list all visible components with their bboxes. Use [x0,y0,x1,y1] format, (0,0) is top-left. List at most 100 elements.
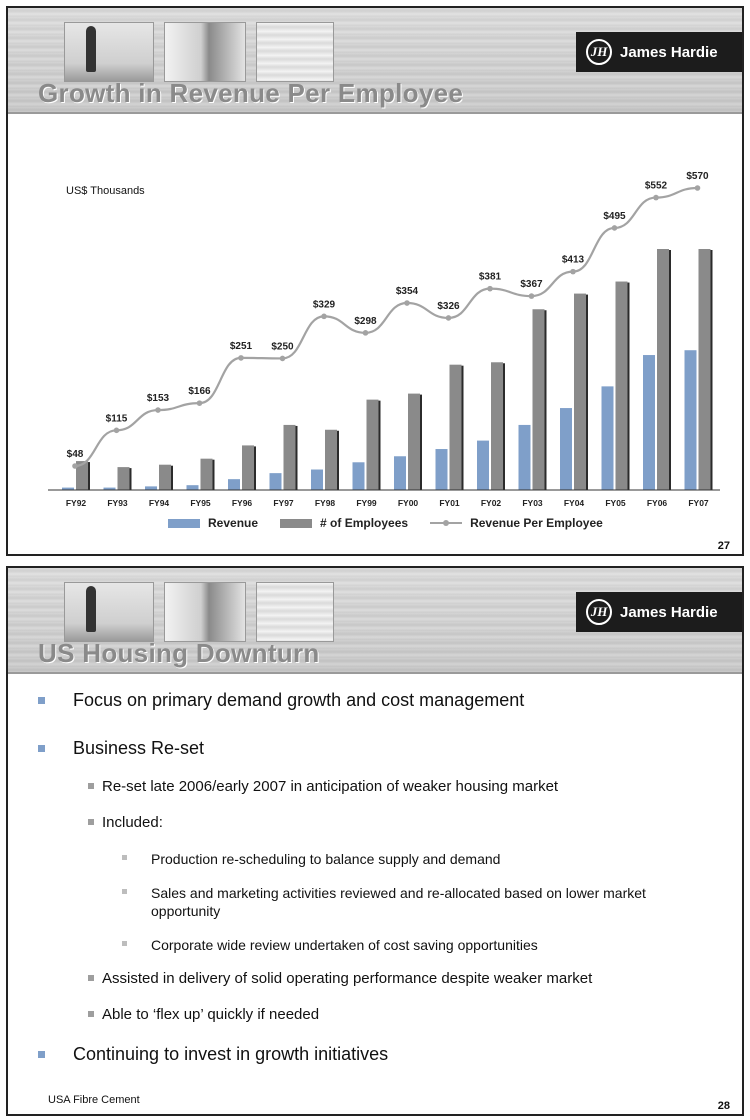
bullet-item: Continuing to invest in growth initiativ… [38,1044,388,1065]
x-tick-label: FY97 [273,498,294,508]
rpe-data-label: $298 [354,316,377,327]
header-photo-siding [256,582,334,642]
employees-bar [159,464,171,490]
revenue-bar [269,473,282,490]
rpe-line-group: $48 $115 $153 $166 $251 $250 $329 $298 $354 $326 $… [67,171,709,469]
rpe-point [653,194,659,201]
bullet-marker-icon [88,975,94,981]
bullet-marker-icon [122,855,127,860]
rpe-data-label: $495 [603,211,626,222]
bullet-marker-icon [88,1011,94,1017]
bullet-text: Continuing to invest in growth initiativ… [73,1044,389,1064]
employees-bar [491,362,503,490]
title-divider [8,672,742,674]
bullet-marker-icon [38,697,45,704]
header-photo-door [164,22,246,82]
bullet-text: Able to ‘flex up’ quickly if needed [102,1006,320,1023]
sub-bullet-item: Included: [88,814,163,831]
employees-bar [325,429,337,490]
x-tick-label: FY92 [66,498,87,508]
employees-bar-shadow [212,459,215,490]
sub-bullet-item: Assisted in delivery of solid operating … [88,970,592,987]
header-photo-siding [256,22,334,82]
rpe-point [72,463,78,469]
x-tick-label: FY07 [688,498,709,508]
revenue-bar [62,487,74,490]
revenue-bar [352,462,365,490]
employees-bar [76,461,88,490]
employees-bar-shadow [88,462,90,490]
bars-group [62,249,713,490]
slide-27: JH James Hardie Growth in Revenue Per Em… [6,6,744,556]
bullet-marker-icon [122,941,127,946]
employees-bar-shadow [171,465,173,490]
rpe-data-label: $367 [520,279,543,290]
header-banner: JH James Hardie Growth in Revenue Per Em… [8,8,742,112]
x-tick-label: FY03 [522,498,543,508]
rpe-data-label: $326 [437,301,460,312]
revenue-per-employee-chart: US$ Thousands FY92 FY93 FY94 FY95 FY96 FY97 FY… [48,171,720,508]
employees-bar-shadow [627,282,630,490]
rpe-data-label: $570 [686,171,709,182]
unit-label: US$ Thousands [66,185,145,197]
rpe-line [74,186,698,468]
rpe-data-label: $250 [271,341,294,352]
employees-bar [615,281,628,490]
rpe-data-label: $381 [479,272,502,283]
employees-bar-shadow [544,310,547,490]
employees-bar [117,467,130,490]
legend-employees-swatch [280,518,313,528]
logo-text: James Hardie [620,603,718,621]
rpe-data-label: $413 [562,255,585,266]
legend-employees-label: # of Employees [320,516,409,530]
employees-bar-shadow [461,365,464,490]
employees-bar [366,399,379,490]
rpe-point [528,293,535,299]
bullet-text: Corporate wide review undertaken of cost… [151,937,538,953]
employees-bar-shadow [378,400,381,490]
revenue-bar [145,486,157,490]
employees-bar-shadow [669,250,671,490]
employees-bar [242,445,254,490]
rpe-point [362,330,369,336]
rpe-point [155,407,161,413]
x-tick-label: FY96 [232,498,253,508]
revenue-bar [103,487,116,490]
person-silhouette [86,586,96,632]
revenue-bar [684,350,697,490]
bullet-marker-icon [88,819,94,825]
revenue-bar [228,479,240,490]
jh-logo-icon: JH [586,599,612,625]
employees-bar [200,458,213,490]
employees-bar [698,249,711,490]
revenue-bar [601,386,614,490]
legend-employees: # of Employees [280,516,408,530]
rpe-point [321,313,327,320]
rpe-data-label: $115 [106,413,128,424]
jh-logo-icon: JH [586,39,612,65]
x-tick-label: FY98 [315,498,336,508]
x-tick-label: FY00 [398,498,419,508]
legend-rpe: Revenue Per Employee [430,516,603,530]
x-tick-label: FY99 [356,498,377,508]
legend-revenue: Revenue [168,516,258,530]
employees-bar [532,309,545,490]
person-silhouette [86,26,96,72]
employees-bar [449,364,462,490]
bullet-marker-icon [88,783,94,789]
slide-title: Growth in Revenue Per Employee [38,78,464,108]
bullet-item: Business Re-set [38,738,204,759]
bullet-text: Sales and marketing activities reviewed … [151,885,646,919]
revenue-bar [186,485,199,490]
employees-bar-shadow [129,468,132,490]
bullet-text: Business Re-set [73,738,205,758]
revenue-bar [560,408,572,490]
chart-legend: Revenue # of Employees Revenue Per Emplo… [168,516,625,530]
james-hardie-logo: JH James Hardie [576,592,742,632]
page-number: 28 [717,1100,730,1112]
rpe-point [113,427,120,434]
rpe-point [196,400,203,406]
employees-bar-shadow [420,394,422,490]
rpe-point [404,300,410,306]
revenue-bar [643,355,655,490]
